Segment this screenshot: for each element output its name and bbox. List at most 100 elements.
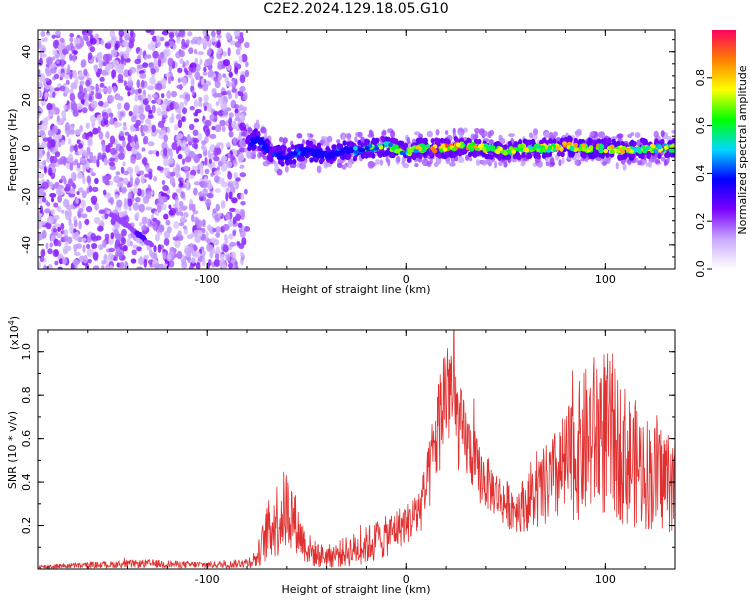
noise-blob xyxy=(168,259,175,268)
noise-blob xyxy=(193,112,198,117)
noise-blob xyxy=(144,55,148,61)
noise-blob xyxy=(168,204,172,209)
ridge-halo xyxy=(671,129,675,134)
noise-blob xyxy=(102,88,109,93)
noise-blob xyxy=(161,93,165,99)
ridge-halo xyxy=(284,165,289,173)
noise-blob xyxy=(205,128,210,137)
snr-scale-label: (x104) xyxy=(7,316,21,350)
noise-blob xyxy=(69,53,73,62)
noise-blob xyxy=(157,97,161,105)
noise-blob xyxy=(67,64,71,74)
ridge-core xyxy=(338,150,344,156)
noise-blob xyxy=(143,135,149,145)
ridge-core xyxy=(573,142,579,148)
noise-blob xyxy=(209,133,217,139)
noise-blob xyxy=(119,145,124,154)
ridge-core xyxy=(588,146,593,151)
noise-blob xyxy=(78,84,84,94)
noise-blob xyxy=(115,171,121,176)
noise-blob xyxy=(90,100,98,109)
noise-blob xyxy=(213,258,221,267)
noise-blob xyxy=(153,58,158,67)
noise-blob xyxy=(177,153,183,160)
noise-blob xyxy=(163,167,170,172)
ridge-halo xyxy=(382,129,387,136)
noise-blob xyxy=(169,176,176,186)
noise-blob xyxy=(38,81,43,90)
colorbar-gradient xyxy=(712,30,736,269)
noise-blob xyxy=(166,126,171,134)
noise-blob xyxy=(52,91,56,99)
ridge-core xyxy=(629,149,634,154)
ridge-core xyxy=(250,137,255,143)
noise-blob xyxy=(113,85,117,94)
noise-blob xyxy=(238,38,244,43)
ridge-core xyxy=(581,143,586,148)
noise-blob xyxy=(147,43,153,50)
noise-blob xyxy=(214,124,222,133)
noise-blob xyxy=(206,103,213,113)
noise-blob xyxy=(152,217,158,222)
ridge-core xyxy=(277,155,282,161)
noise-blob xyxy=(193,181,201,186)
ridge-body xyxy=(517,154,522,160)
noise-blob xyxy=(46,157,50,163)
noise-blob xyxy=(231,197,238,204)
noise-blob xyxy=(173,221,180,229)
noise-blob xyxy=(43,159,47,168)
ridge-halo xyxy=(418,133,423,139)
noise-blob xyxy=(52,39,60,49)
ridge-halo xyxy=(414,163,419,168)
noise-blob xyxy=(123,80,127,87)
noise-blob xyxy=(39,129,45,136)
noise-blob xyxy=(44,77,50,82)
noise-blob xyxy=(86,236,92,243)
ridge-body xyxy=(497,155,502,161)
noise-blob xyxy=(228,112,234,118)
noise-blob xyxy=(213,156,220,162)
noise-blob xyxy=(98,59,103,69)
noise-blob xyxy=(199,58,203,66)
noise-blob xyxy=(84,219,89,225)
noise-blob xyxy=(42,137,50,142)
ridge-halo xyxy=(341,164,346,170)
noise-blob xyxy=(38,188,45,197)
ridge-body xyxy=(440,137,445,144)
noise-blob xyxy=(151,124,156,133)
noise-blob xyxy=(241,237,247,246)
noise-blob xyxy=(86,243,91,249)
noise-blob xyxy=(238,55,243,63)
noise-blob xyxy=(69,37,74,43)
ridge-body xyxy=(381,151,386,157)
ridge-halo xyxy=(357,131,363,138)
ridge-body xyxy=(560,151,565,158)
noise-blob xyxy=(224,77,229,84)
noise-blob xyxy=(57,195,62,203)
ridge-body xyxy=(341,154,347,160)
noise-blob xyxy=(211,247,216,254)
noise-blob xyxy=(60,59,65,65)
noise-blob xyxy=(39,57,43,66)
noise-blob xyxy=(191,143,196,148)
noise-blob xyxy=(221,91,229,96)
noise-blob xyxy=(227,171,233,180)
ridge-halo xyxy=(576,152,581,160)
noise-blob xyxy=(184,98,188,106)
noise-blob xyxy=(57,240,62,247)
ridge-halo xyxy=(336,162,343,169)
noise-blob xyxy=(54,52,60,59)
noise-blob xyxy=(73,37,81,45)
noise-blob xyxy=(177,67,183,74)
noise-blob xyxy=(217,110,225,117)
noise-blob xyxy=(46,201,51,207)
ridge-halo xyxy=(469,157,473,162)
ridge-halo xyxy=(483,130,488,137)
noise-blob xyxy=(216,34,222,39)
ridge-halo xyxy=(246,151,253,159)
noise-blob xyxy=(158,133,165,140)
ridge-halo xyxy=(529,132,533,139)
noise-blob xyxy=(123,197,127,206)
noise-blob xyxy=(111,69,117,78)
noise-blob xyxy=(127,91,131,97)
